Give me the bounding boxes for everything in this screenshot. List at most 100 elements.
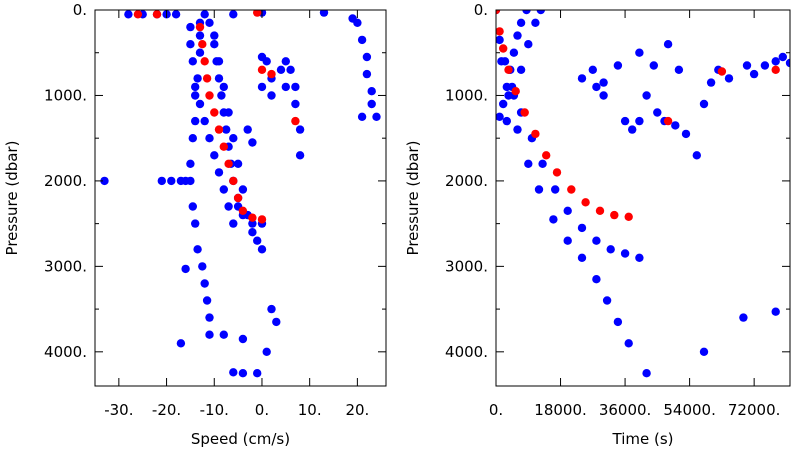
cast-point [233, 159, 243, 168]
cast-point [188, 202, 197, 211]
cast-point [195, 31, 205, 40]
cast-point [205, 134, 214, 143]
cast-point [642, 91, 651, 100]
cast-point [549, 215, 558, 224]
cast-point [195, 48, 205, 57]
cast-point [620, 116, 630, 126]
highlight-point [257, 65, 267, 75]
cast-point [202, 296, 212, 305]
y-tick-label: 0. [73, 1, 87, 19]
cast-point [649, 61, 658, 70]
cast-point [602, 296, 612, 305]
cast-point [496, 112, 504, 121]
y-tick-label: 1000. [44, 86, 87, 104]
cast-point [222, 125, 231, 134]
cast-point [281, 82, 290, 92]
highlight-point [581, 198, 590, 207]
highlight-point [152, 10, 162, 19]
cast-point [248, 219, 257, 228]
cast-point [186, 40, 195, 49]
cast-point [674, 65, 684, 75]
plot-frame [495, 9, 791, 387]
x-tick-label: 36000. [599, 401, 652, 419]
cast-point [188, 134, 197, 143]
highlight-point [214, 125, 224, 134]
cast-point [563, 236, 572, 245]
highlight-point [552, 168, 562, 177]
cast-point [198, 262, 207, 271]
cast-point [577, 223, 587, 233]
cast-point [229, 134, 238, 143]
cast-point [357, 112, 367, 122]
cast-point [229, 368, 238, 377]
cast-point [191, 116, 200, 126]
cast-point [200, 116, 209, 126]
cast-point [599, 78, 608, 87]
highlight-point [520, 108, 529, 117]
cast-point [200, 279, 209, 288]
time-pressure-chart: 0. 18000. 36000. 54000. 72000. 0. 1000. 2000. 30… [404, 1, 791, 448]
cast-point [620, 249, 630, 258]
cast-point [253, 369, 262, 378]
cast-point [224, 108, 233, 117]
highlight-point [542, 151, 551, 160]
cast-point [205, 330, 214, 339]
points-group [100, 10, 381, 378]
cast-point [253, 236, 262, 245]
highlight-point [595, 206, 605, 215]
cast-point [635, 253, 644, 262]
highlight-point [496, 10, 501, 15]
cast-point [642, 369, 651, 378]
cast-point [157, 176, 166, 186]
x-tick-label: 0. [255, 401, 269, 419]
x-tick-label: 18000. [534, 401, 587, 419]
x-axis-title: Time (s) [612, 430, 674, 448]
y-tick-label: 3000. [445, 257, 488, 275]
cast-point [502, 82, 511, 92]
cast-point [219, 82, 228, 92]
highlight-point [663, 116, 673, 126]
highlight-point [567, 185, 576, 194]
cast-point [671, 121, 680, 130]
x-tick-label: -10. [200, 401, 229, 419]
y-axis-title: Pressure (dbar) [3, 141, 21, 256]
cast-point [262, 347, 271, 356]
cast-point [531, 18, 540, 27]
cast-point [778, 52, 787, 62]
cast-point [785, 58, 790, 68]
highlight-point [771, 65, 780, 75]
cast-point [692, 151, 701, 160]
cast-point [295, 151, 305, 160]
cast-point [243, 125, 252, 134]
cast-point [524, 159, 533, 168]
cast-point [513, 125, 522, 134]
y-tick-label: 3000. [44, 257, 87, 275]
cast-point [210, 31, 219, 40]
y-tick-label: 1000. [445, 86, 488, 104]
cast-point [295, 125, 305, 134]
cast-point [181, 264, 190, 274]
speed-pressure-chart: -30. -20. -10. 0. 10. 20. 0. 1000. 2000. 3000. 400… [3, 1, 387, 448]
cast-point [291, 82, 300, 92]
cast-point [210, 151, 219, 160]
cast-point [210, 40, 219, 49]
cast-point [513, 31, 522, 40]
cast-point [699, 347, 709, 356]
y-tick-label: 4000. [445, 343, 488, 361]
highlight-point [717, 67, 727, 76]
cast-point [653, 108, 662, 117]
cast-point [588, 65, 597, 75]
highlight-point [499, 44, 508, 53]
cast-point [276, 65, 286, 75]
y-tick-label: 2000. [445, 172, 488, 190]
cast-point [522, 10, 531, 15]
cast-point [362, 52, 372, 62]
cast-point [181, 176, 190, 186]
highlight-point [200, 57, 209, 66]
cast-point [367, 99, 376, 109]
highlight-point [198, 40, 207, 49]
cast-point [167, 176, 176, 186]
cast-point [200, 10, 209, 19]
cast-point [699, 99, 709, 109]
